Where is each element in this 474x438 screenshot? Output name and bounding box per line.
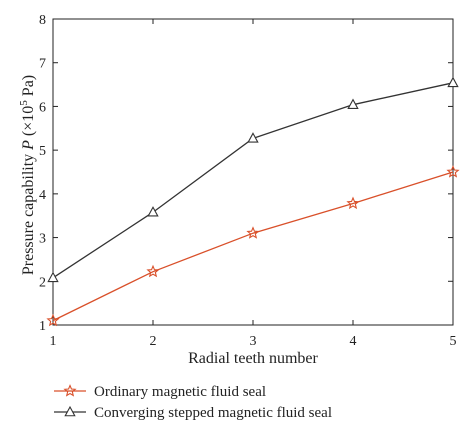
y-axis-ticks: 1 2 3 4 5 6 7 8 [39, 13, 453, 334]
y-axis-label-unit-close: Pa) [20, 75, 37, 100]
data-point-triangle [447, 76, 459, 88]
x-tick-label: 1 [50, 334, 57, 349]
x-axis-label: Radial teeth number [188, 350, 318, 367]
data-point-star [146, 264, 160, 278]
y-tick-label: 6 [39, 100, 46, 115]
legend-item-ordinary: Ordinary magnetic fluid seal [54, 384, 266, 400]
y-axis-label-unit-open: (×10 [20, 106, 37, 140]
legend-label-ordinary: Ordinary magnetic fluid seal [94, 384, 266, 400]
x-tick-label: 2 [150, 334, 157, 349]
data-point-triangle [247, 132, 259, 143]
series-converging [47, 76, 459, 283]
data-point-star [246, 226, 260, 239]
x-tick-label: 3 [250, 334, 257, 349]
y-tick-label: 2 [39, 275, 46, 290]
y-tick-label: 5 [39, 144, 46, 159]
plot-axes [52, 18, 454, 326]
plot-frame [52, 18, 454, 326]
series-ordinary [46, 165, 460, 327]
legend: Ordinary magnetic fluid seal Converging … [54, 384, 332, 421]
data-point-triangle [47, 271, 59, 283]
y-axis-label-variable: P [20, 140, 37, 151]
legend-star-marker [63, 384, 77, 397]
y-axis-label-prefix: Pressure capability [20, 150, 37, 275]
y-axis-label: Pressure capability P (×105 Pa) [18, 75, 37, 275]
legend-triangle-marker [64, 405, 76, 417]
data-point-triangle [147, 206, 159, 217]
series-line [52, 171, 454, 322]
data-point-star [46, 313, 60, 327]
data-point-star [346, 196, 360, 210]
y-axis-label-unit-exponent: 5 [18, 100, 30, 106]
x-axis-ticks: 1 2 3 4 5 [50, 19, 457, 349]
y-tick-label: 1 [39, 319, 46, 334]
x-tick-label: 4 [350, 334, 357, 349]
y-tick-label: 3 [39, 232, 46, 247]
legend-triangle-icon [64, 405, 76, 417]
legend-star-icon [63, 384, 77, 397]
x-tick-label: 5 [450, 334, 457, 349]
y-tick-label: 8 [39, 13, 46, 28]
data-point-triangle [347, 98, 359, 109]
series-line [52, 82, 454, 279]
y-tick-label: 7 [39, 57, 46, 72]
series-layer [46, 76, 460, 327]
data-point-star [446, 165, 460, 178]
legend-label-converging: Converging stepped magnetic fluid seal [94, 405, 332, 421]
y-tick-label: 4 [39, 188, 46, 203]
legend-item-converging: Converging stepped magnetic fluid seal [54, 405, 332, 421]
